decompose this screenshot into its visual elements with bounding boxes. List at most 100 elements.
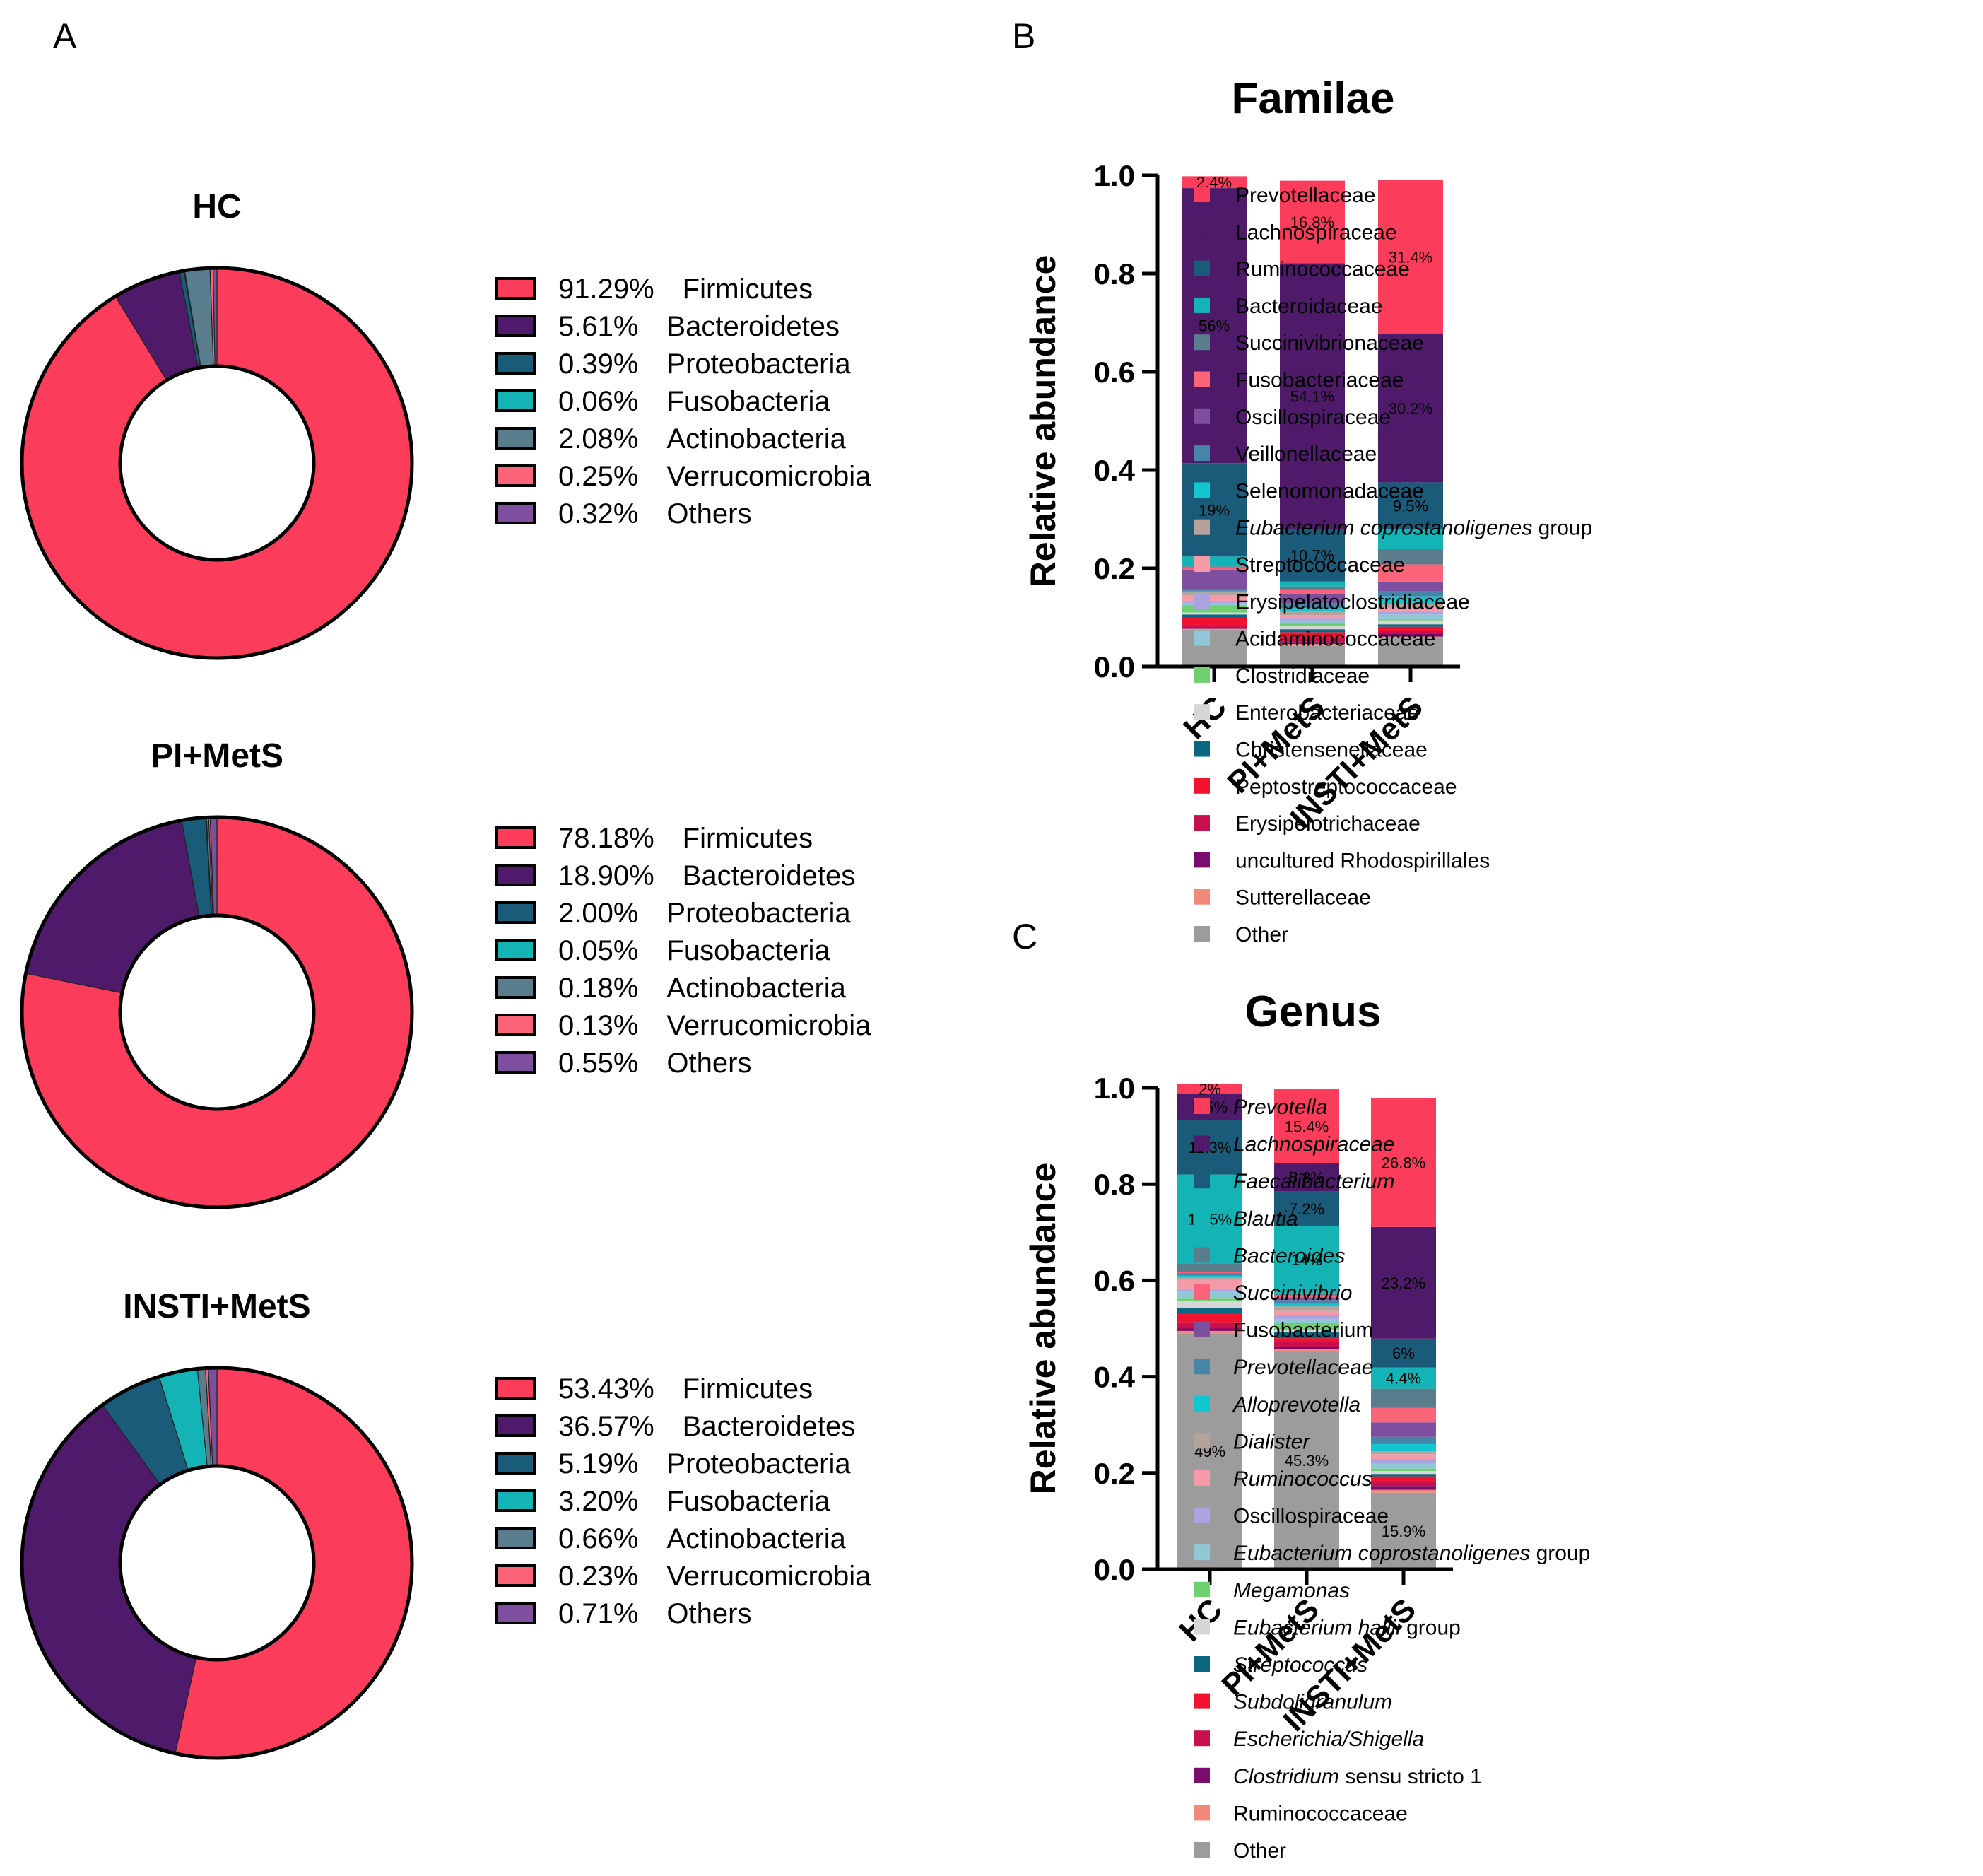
legend-entry-actinobacteria: 0.18% Actinobacteria: [558, 973, 847, 1004]
bar-segment-hc-dialister: [1177, 1277, 1242, 1280]
donut-outer-ring: [20, 1366, 414, 1760]
legend-entry-streptococcaceae: Streptococcaceae: [1235, 553, 1405, 577]
bar-segment-hc-acidaminococcaceae: [1182, 603, 1247, 606]
bar-segment-insti-mets-clostridiaceae: [1378, 618, 1443, 621]
legend-entry-clostridiaceae: Clostridiaceae: [1235, 664, 1370, 688]
legend-entry-selenomonadaceae: Selenomonadaceae: [1235, 479, 1424, 503]
legend-entry-ruminococcaceae: Ruminococcaceae: [1233, 1802, 1408, 1825]
bar-segment-insti-mets-erysipelotrichaceae: [1378, 631, 1443, 634]
data-label-insti-mets-lachnospiraceae: 30.2%: [1389, 399, 1432, 417]
bar-segment-pi-mets-fusobacterium: [1274, 1297, 1339, 1301]
bar-segment-pi-mets-streptococcaceae: [1280, 615, 1345, 619]
legend-entry-fusobacterium: Fusobacterium: [1233, 1319, 1373, 1342]
bar-segment-pi-mets-streptococcus: [1274, 1332, 1339, 1339]
legend-swatch-fusobacteria: [495, 939, 536, 961]
legend-entry-others: 0.32% Others: [558, 498, 751, 529]
bar-segment-hc-selenomonadaceae: [1182, 590, 1247, 593]
legend-entry-succinivibrionaceae: Succinivibrionaceae: [1235, 332, 1424, 355]
bar-segment-insti-mets-faecalibacterium: [1371, 1338, 1436, 1368]
bar-segment-pi-mets-ruminococcus: [1274, 1310, 1339, 1315]
bar-segment-insti-mets-subdoligranulum: [1371, 1476, 1436, 1482]
bar-segment-hc-bacteroides: [1177, 1263, 1242, 1272]
bar-segment-insti-mets-sutterellaceae: [1378, 636, 1443, 638]
legend-entry-proteobacteria: 2.00% Proteobacteria: [558, 898, 851, 929]
legend-entry-other: Other: [1235, 923, 1288, 946]
data-label-pi-mets-lachnospiraceae: 54.1%: [1290, 387, 1334, 405]
legend-entry-acidaminococcaceae: Acidaminococcaceae: [1235, 628, 1436, 651]
bar-segment-pi-mets-erysipelotrichaceae: [1280, 638, 1345, 643]
bar-segment-insti-mets-lachnospiraceae: [1378, 334, 1443, 483]
legend-entry-proteobacteria: 5.19% Proteobacteria: [558, 1448, 851, 1479]
bar-segment-insti-mets-blautia: [1371, 1367, 1436, 1389]
bar-segment-insti-mets-selenomonadaceae: [1378, 596, 1443, 604]
donut-chart-insti-mets: INSTI+MetS 53.43% Firmicutes 36.57% Bacter…: [20, 1288, 871, 1760]
legend-swatch-proteobacteria: [495, 901, 536, 924]
bar-segment-insti-mets-ruminococcaceae: [1371, 1489, 1436, 1493]
y-tick-label: 0.2: [1094, 1457, 1135, 1490]
legend-entry-verrucomicrobia: 0.25% Verrucomicrobia: [558, 461, 871, 492]
bar-segment-hc-ruminococcaceae: [1182, 463, 1247, 557]
legend-swatch-actinobacteria: [495, 976, 536, 999]
legend-entry-bacteroidetes: 18.90% Bacteroidetes: [558, 860, 855, 891]
bar-segment-pi-mets-erysipelatoclostridiaceae: [1280, 618, 1345, 621]
bar-segment-hc-streptococcus: [1177, 1308, 1242, 1313]
bar-segment-insti-mets-christensenellaceae: [1378, 624, 1443, 627]
y-tick-label: 0.0: [1094, 1553, 1135, 1586]
legend-entry-sutterellaceae: Sutterellaceae: [1235, 886, 1371, 910]
legend-swatch-megamonas: [1194, 1581, 1210, 1597]
bar-segment-pi-mets-dialister: [1274, 1306, 1339, 1311]
data-label-pi-mets-prevotellaceae: 16.8%: [1290, 213, 1334, 231]
legend-entry-alloprevotella: Alloprevotella: [1232, 1393, 1360, 1417]
bar-segment-insti-mets-escherichia-shigella: [1371, 1482, 1436, 1487]
legend-swatch-alloprevotella: [1194, 1395, 1210, 1412]
legend-entry-fusobacteria: 0.06% Fusobacteria: [558, 386, 830, 417]
donut-outer-ring: [20, 266, 414, 660]
bar-segment-pi-mets-eubacterium-coprostanoligenes-group: [1274, 1318, 1339, 1323]
bar-segment-insti-mets-eubacterium-coprostanoligenes-group: [1378, 604, 1443, 608]
bar-segment-pi-mets-eubacterium-coprostanoligenes-group: [1280, 611, 1345, 616]
y-tick-label: 0.2: [1094, 552, 1135, 585]
legend-swatch-eubacterium-hallii-group: [1194, 1619, 1210, 1635]
legend-swatch-oscillospiraceae: [1194, 1507, 1210, 1523]
legend-swatch-actinobacteria: [495, 427, 536, 450]
legend-swatch-succinivibrio: [1194, 1284, 1210, 1300]
bar-segment-hc-clostridiaceae: [1182, 605, 1247, 613]
legend-entry-eubacterium-coprostanoligenes-group: Eubacterium coprostanoligenes group: [1233, 1542, 1590, 1565]
bar-segment-insti-mets-streptococcaceae: [1378, 607, 1443, 612]
bar-segment-pi-mets-prevotella: [1274, 1089, 1339, 1163]
bar-segment-hc-streptococcaceae: [1182, 595, 1247, 602]
legend-swatch-other: [1194, 926, 1210, 942]
legend-entry-oscillospiraceae: Oscillospiraceae: [1235, 406, 1391, 429]
legend-entry-other: Other: [1233, 1839, 1286, 1863]
bar-segment-insti-mets-enterobacteriaceae: [1378, 620, 1443, 625]
stacked-bar-chart-genus: Genus2%5.5%11.3%18.5%49%15.4%5.8%7.2%14%…: [1023, 987, 1590, 1863]
legend-swatch-succinivibrionaceae: [1194, 334, 1210, 351]
bar-segment-pi-mets-blautia: [1274, 1226, 1339, 1294]
bar-segment-insti-mets-oscillospiraceae: [1378, 581, 1443, 592]
legend-swatch-clostridium-sensu-stricto-1: [1194, 1767, 1210, 1783]
legend-swatch-subdoligranulum: [1194, 1693, 1210, 1709]
bar-segment-insti-mets-eubacterium-hallii-group: [1371, 1471, 1436, 1475]
legend-swatch-firmicutes: [495, 826, 536, 849]
data-label-pi-mets-ruminococcaceae: 10.7%: [1290, 547, 1334, 565]
legend-swatch-verrucomicrobia: [495, 1014, 536, 1036]
bar-segment-pi-mets-uncultured-rhodospirillales: [1280, 642, 1345, 645]
bar-segment-insti-mets-dialister: [1371, 1451, 1436, 1455]
legend-entry-fusobacteria: 3.20% Fusobacteria: [558, 1486, 830, 1517]
legend-entry-bacteroides: Bacteroides: [1233, 1244, 1345, 1267]
bar-segment-hc-succinivibrio: [1177, 1272, 1242, 1274]
legend-entry-eubacterium-coprostanoligenes-group: Eubacterium coprostanoligenes group: [1235, 517, 1592, 540]
donut-outer-ring: [20, 815, 414, 1209]
legend-entry-prevotellaceae: Prevotellaceae: [1233, 1356, 1373, 1379]
bar-segment-pi-mets-bacteroides: [1274, 1293, 1339, 1296]
legend-swatch-proteobacteria: [495, 1452, 536, 1475]
bar-segment-pi-mets-ruminococcaceae: [1274, 1349, 1339, 1352]
legend-swatch-firmicutes: [495, 1377, 536, 1400]
legend-swatch-oscillospiraceae: [1194, 408, 1210, 424]
legend-swatch-lachnospiraceae: [1194, 1135, 1210, 1151]
donut-title: PI+MetS: [151, 737, 283, 775]
legend-swatch-peptostreptococcaceae: [1194, 778, 1210, 794]
legend-entry-others: 0.55% Others: [558, 1048, 751, 1079]
bar-segment-hc-enterobacteriaceae: [1182, 612, 1247, 615]
bar-segment-hc-erysipelotrichaceae: [1182, 626, 1247, 628]
